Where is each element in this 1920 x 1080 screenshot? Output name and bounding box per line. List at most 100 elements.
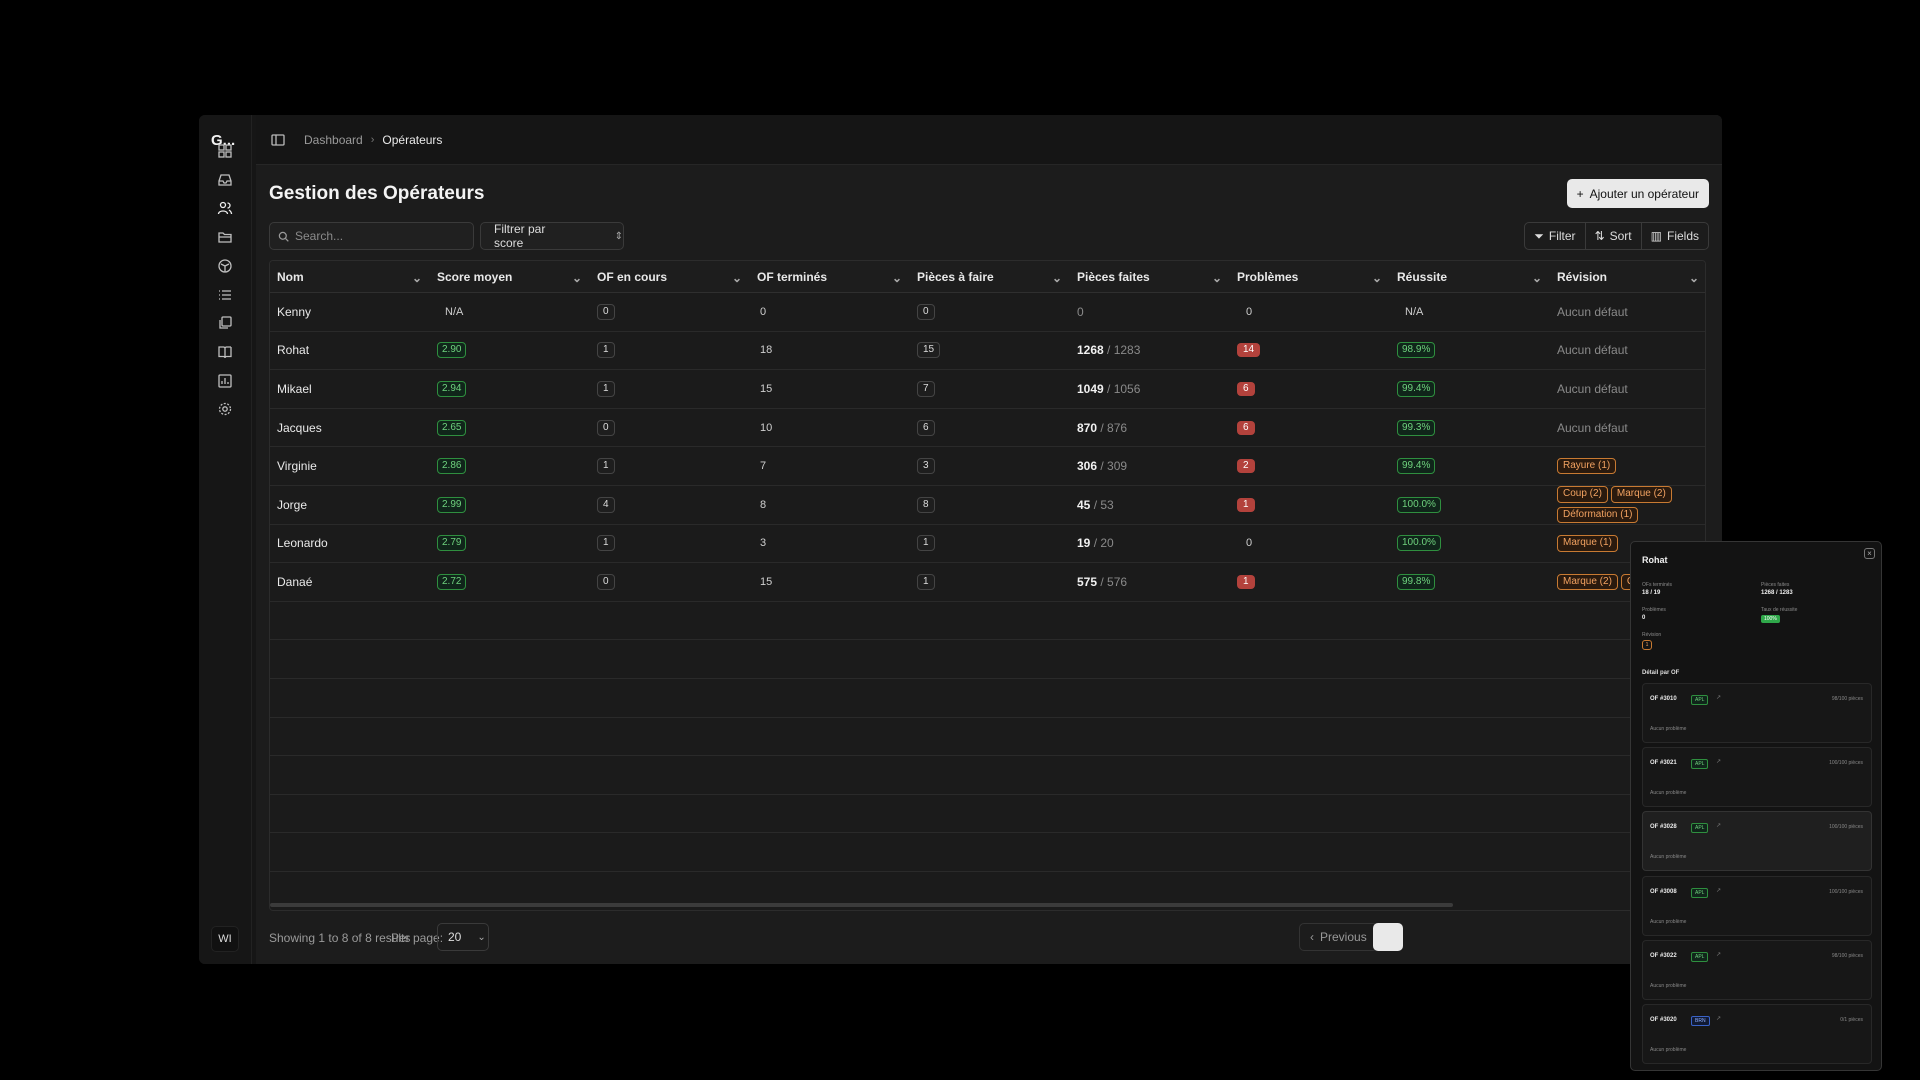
- list-icon[interactable]: [217, 287, 233, 303]
- user-avatar[interactable]: WI: [211, 926, 239, 952]
- users-icon[interactable]: [217, 200, 233, 216]
- table-tools: ⏷ Filter ⇅ Sort ▥ Fields: [1524, 222, 1709, 250]
- column-header-score[interactable]: Score moyen ⌄: [430, 261, 590, 293]
- operator-name[interactable]: Jorge: [277, 497, 308, 512]
- pieces-faites-done: 1049: [1077, 381, 1104, 396]
- table-cell: 870 / 876: [1070, 409, 1230, 447]
- of-termines-value: 8: [760, 498, 767, 511]
- table-cell: 8: [910, 486, 1070, 524]
- table-row[interactable]: Kenny N/A 0 0 0 0 0 N/A Aucun défaut: [270, 293, 1705, 332]
- reussite-badge: 99.4%: [1397, 458, 1436, 475]
- table-cell: 2: [1230, 447, 1390, 485]
- operator-name[interactable]: Kenny: [277, 304, 312, 319]
- fields-button[interactable]: ▥ Fields: [1642, 223, 1708, 249]
- table-row[interactable]: Jorge 2.99 4 8 8 45 / 53 1 100.0% Coup (2) Marque…: [270, 486, 1705, 525]
- score-filter-select[interactable]: Filtrer par score ⇕: [480, 222, 624, 250]
- external-link-icon[interactable]: ↗: [1716, 823, 1722, 830]
- defect-tag[interactable]: Marque (1): [1557, 535, 1618, 552]
- table-row: [270, 718, 1705, 757]
- column-header-revision[interactable]: Révision ⌄: [1550, 261, 1705, 293]
- of-card[interactable]: OF #3021 APL ↗ 100/100 pièces Aucun problème: [1642, 747, 1872, 808]
- of-termines-value: 15: [760, 575, 773, 588]
- sidebar-toggle-icon[interactable]: [270, 132, 286, 148]
- defect-tag[interactable]: Marque (2): [1610, 486, 1672, 503]
- external-link-icon[interactable]: ↗: [1716, 695, 1722, 701]
- table-row[interactable]: Leonardo 2.79 1 3 1 19 / 20 0 100.0% Marque (1): [270, 525, 1705, 564]
- operator-name[interactable]: Jacques: [277, 420, 322, 435]
- column-header-problemes[interactable]: Problèmes ⌄: [1230, 261, 1390, 293]
- of-en-cours-badge: 1: [597, 380, 615, 397]
- report-icon[interactable]: [217, 373, 233, 389]
- of-card[interactable]: OF #3010 APL ↗ 98/100 pièces Aucun problème: [1642, 683, 1872, 743]
- pieces-faites-done: 306: [1077, 459, 1098, 474]
- dashboard-icon[interactable]: [217, 143, 233, 159]
- column-header-of-termines[interactable]: OF terminés ⌄: [750, 261, 910, 293]
- table-row[interactable]: Rohat 2.90 1 18 15 1268 / 1283 14 98.9% Aucun dé…: [270, 332, 1705, 371]
- of-card[interactable]: OF #3022 APL ↗ 98/100 pièces Aucun problème: [1642, 939, 1872, 1000]
- book-icon[interactable]: [217, 344, 233, 360]
- of-termines-value: 10: [760, 421, 773, 434]
- operator-name[interactable]: Virginie: [277, 459, 317, 474]
- settings-icon[interactable]: [217, 401, 233, 417]
- column-header-pieces-a-faire[interactable]: Pièces à faire ⌄: [910, 261, 1070, 293]
- chevron-down-icon: ⌄: [1531, 271, 1542, 285]
- search-box[interactable]: [269, 222, 474, 250]
- defect-tag[interactable]: Coup (2): [1557, 486, 1608, 503]
- of-card[interactable]: OF #3008 APL ↗ 100/100 pièces Aucun problème: [1642, 875, 1872, 936]
- detail-section-title: Détail par OF: [1642, 670, 1680, 676]
- of-en-cours-badge: 4: [597, 496, 615, 513]
- inbox-icon[interactable]: [217, 172, 233, 188]
- per-page-select[interactable]: 20 ⌄: [437, 923, 489, 951]
- table-cell: 3: [910, 447, 1070, 485]
- table-row[interactable]: Mikael 2.94 1 15 7 1049 / 1056 6 99.4% Aucun déf…: [270, 370, 1705, 409]
- close-icon[interactable]: ×: [1864, 548, 1875, 559]
- horizontal-scrollbar[interactable]: [270, 903, 1453, 907]
- sort-button[interactable]: ⇅ Sort: [1586, 223, 1642, 249]
- table-row[interactable]: Jacques 2.65 0 10 6 870 / 876 6 99.3% Aucun défa…: [270, 409, 1705, 448]
- external-link-icon[interactable]: ↗: [1716, 951, 1722, 958]
- defect-tag[interactable]: Rayure (1): [1557, 457, 1617, 475]
- current-page-button[interactable]: [1373, 923, 1403, 951]
- pieces-a-faire-badge: 6: [917, 419, 935, 436]
- folder-icon[interactable]: [217, 229, 233, 245]
- column-header-pieces-faites[interactable]: Pièces faites ⌄: [1070, 261, 1230, 293]
- operators-table: Nom ⌄ Score moyen ⌄ OF en cours ⌄ OF termin…: [269, 260, 1706, 911]
- operator-name[interactable]: Leonardo: [277, 536, 328, 551]
- filter-button[interactable]: ⏷ Filter: [1525, 223, 1586, 249]
- defect-tag[interactable]: Déformation (1): [1557, 506, 1639, 524]
- pieces-faites-done: 45: [1077, 497, 1091, 512]
- of-card[interactable]: OF #3028 APL ↗ 100/100 pièces Aucun problème: [1642, 811, 1872, 872]
- add-operator-label: Ajouter un opérateur: [1589, 186, 1699, 201]
- column-header-nom[interactable]: Nom ⌄: [270, 261, 430, 293]
- pieces-faites-total: / 1283: [1103, 343, 1141, 358]
- of-name: OF #3021: [1650, 760, 1677, 767]
- operator-name[interactable]: Mikael: [277, 381, 312, 396]
- sidebar: G... WI: [199, 115, 251, 964]
- layers-icon[interactable]: [217, 315, 233, 331]
- external-link-icon[interactable]: ↗: [1716, 887, 1722, 894]
- table-cell: 2.65: [430, 409, 590, 447]
- column-header-of-en-cours[interactable]: OF en cours ⌄: [590, 261, 750, 293]
- revision-value: Aucun défaut: [1557, 304, 1628, 319]
- table-cell: Jorge: [270, 486, 430, 524]
- external-link-icon[interactable]: ↗: [1716, 1016, 1722, 1022]
- of-chip: APL: [1691, 823, 1709, 834]
- search-input[interactable]: [295, 229, 465, 243]
- taux-label: Taux de réussite: [1761, 607, 1798, 613]
- defect-tag[interactable]: Marque (2): [1557, 573, 1618, 591]
- column-header-reussite[interactable]: Réussite ⌄: [1390, 261, 1550, 293]
- of-status: Aucun problème: [1650, 790, 1687, 797]
- table-row[interactable]: Virginie 2.86 1 7 3 306 / 309 2 99.4% Rayure (1): [270, 447, 1705, 486]
- pieces-a-faire-badge: 0: [917, 303, 935, 320]
- add-operator-button[interactable]: + Ajouter un opérateur: [1566, 179, 1709, 208]
- of-termines-value: 18: [760, 344, 773, 357]
- operator-name[interactable]: Danaé: [277, 574, 313, 589]
- external-link-icon[interactable]: ↗: [1716, 759, 1722, 766]
- breadcrumb-dashboard[interactable]: Dashboard: [304, 133, 363, 147]
- of-card[interactable]: OF #3020 BRN ↗ 0/1 pièces Aucun problème: [1642, 1004, 1872, 1064]
- operator-name[interactable]: Rohat: [277, 343, 310, 358]
- package-icon[interactable]: [217, 258, 233, 274]
- previous-page-button[interactable]: ‹ Previous: [1299, 923, 1378, 951]
- previous-label: Previous: [1320, 930, 1367, 944]
